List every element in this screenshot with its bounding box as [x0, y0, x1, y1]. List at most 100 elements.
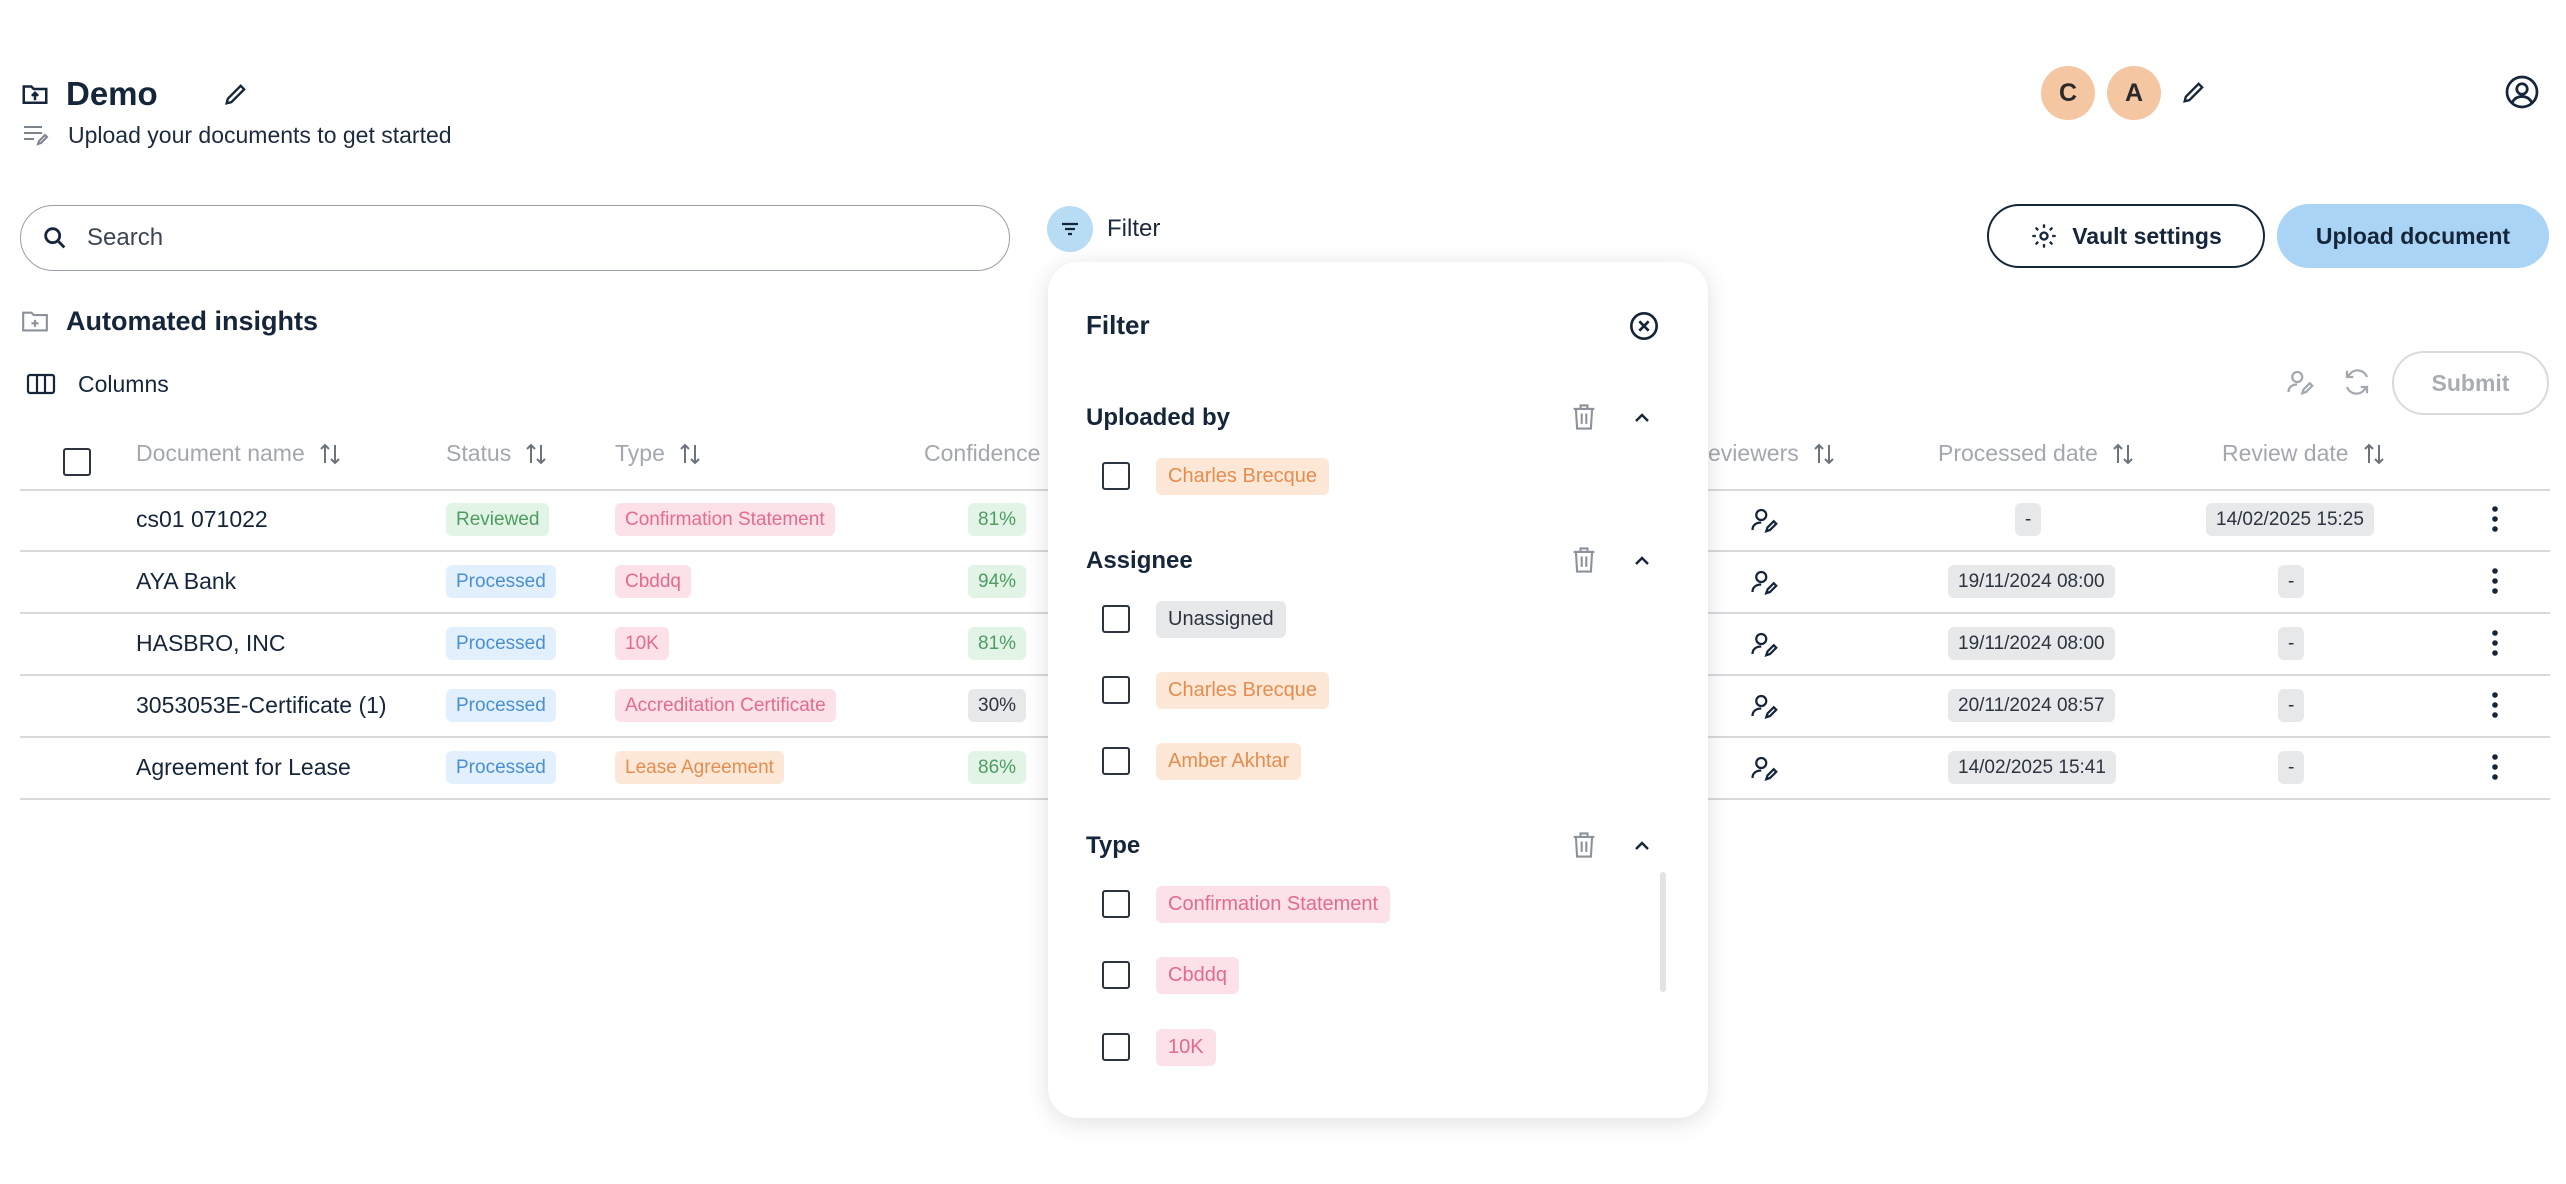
option-label: 10K — [1156, 1028, 1216, 1066]
folder-upload-icon — [20, 79, 50, 109]
processed-date-badge: 19/11/2024 08:00 — [1948, 565, 2115, 598]
review-date-badge: 14/02/2025 15:25 — [2206, 503, 2374, 536]
option-label: Confirmation Statement — [1156, 885, 1391, 923]
checkbox[interactable] — [1102, 462, 1130, 490]
checkbox[interactable] — [1102, 1033, 1130, 1061]
document-name[interactable]: HASBRO, INC — [136, 630, 286, 656]
column-header-status[interactable]: Status — [446, 440, 547, 467]
folder-add-icon — [20, 308, 50, 334]
columns-icon — [26, 372, 56, 396]
filter-option[interactable]: Amber Akhtar — [1102, 741, 1302, 781]
sort-icon[interactable] — [319, 441, 341, 467]
option-label: Charles Brecque — [1156, 457, 1329, 495]
more-options-icon[interactable] — [2488, 753, 2502, 781]
page-subtitle: Upload your documents to get started — [22, 118, 452, 152]
more-options-icon[interactable] — [2488, 691, 2502, 719]
review-date-badge: - — [2278, 751, 2305, 784]
filter-option[interactable]: Charles Brecque — [1102, 670, 1329, 710]
checkbox[interactable] — [1102, 890, 1130, 918]
column-header-review-date[interactable]: Review date — [2222, 440, 2385, 467]
processed-date-badge: - — [2015, 503, 2042, 536]
scrollbar[interactable] — [1660, 872, 1666, 992]
search-input[interactable] — [87, 224, 967, 252]
filter-option[interactable]: Unassigned — [1102, 599, 1286, 639]
document-name[interactable]: Agreement for Lease — [136, 754, 351, 780]
columns-button[interactable]: Columns — [26, 366, 169, 402]
column-header-processed-date[interactable]: Processed date — [1938, 440, 2134, 467]
status-badge: Processed — [446, 689, 556, 722]
filter-option[interactable]: 10K — [1102, 1027, 1216, 1067]
filter-group-title: Assignee — [1086, 547, 1193, 574]
columns-label: Columns — [78, 370, 169, 397]
more-options-icon[interactable] — [2488, 629, 2502, 657]
filter-option[interactable]: Charles Brecque — [1102, 456, 1329, 496]
close-icon[interactable] — [1628, 310, 1660, 342]
processed-date-badge: 20/11/2024 08:57 — [1948, 689, 2115, 722]
page-title: Demo — [66, 75, 158, 112]
assign-reviewer-icon[interactable] — [1750, 691, 1780, 721]
sort-icon[interactable] — [2363, 441, 2385, 467]
filter-icon[interactable] — [1047, 206, 1093, 252]
column-header-document-name[interactable]: Document name — [136, 440, 341, 467]
upload-document-button[interactable]: Upload document — [2277, 204, 2549, 268]
confidence-badge: 81% — [968, 627, 1027, 660]
checkbox[interactable] — [1102, 747, 1130, 775]
select-all-checkbox[interactable] — [63, 448, 91, 476]
type-badge: Lease Agreement — [615, 751, 784, 784]
document-name[interactable]: 3053053E-Certificate (1) — [136, 692, 387, 718]
type-badge: Accreditation Certificate — [615, 689, 836, 722]
chevron-up-icon[interactable] — [1630, 834, 1654, 858]
column-header-reviewers[interactable]: eviewers — [1708, 440, 1835, 467]
notes-edit-icon — [22, 123, 50, 147]
edit-title-icon[interactable] — [222, 80, 250, 108]
document-name[interactable]: AYA Bank — [136, 568, 237, 594]
filter-button[interactable]: Filter — [1047, 206, 1160, 252]
edit-members-icon[interactable] — [2180, 78, 2208, 106]
assign-reviewer-icon[interactable] — [1750, 505, 1780, 535]
checkbox[interactable] — [1102, 605, 1130, 633]
sort-icon[interactable] — [525, 441, 547, 467]
avatar[interactable]: C — [2041, 66, 2095, 120]
trash-icon[interactable] — [1570, 830, 1598, 860]
vault-settings-label: Vault settings — [2072, 222, 2222, 249]
column-header-label: eviewers — [1708, 440, 1799, 466]
vault-settings-button[interactable]: Vault settings — [1987, 204, 2265, 268]
filter-panel: Filter Uploaded by Charles Brecque Assig… — [1048, 262, 1708, 1118]
avatar[interactable]: A — [2107, 66, 2161, 120]
filter-group-title: Type — [1086, 832, 1141, 859]
subtitle-text: Upload your documents to get started — [68, 121, 452, 148]
column-header-confidence[interactable]: Confidence — [924, 440, 1040, 467]
automated-insights-section[interactable]: Automated insights — [20, 303, 318, 339]
review-date-badge: - — [2278, 689, 2305, 722]
sort-icon[interactable] — [679, 441, 701, 467]
column-header-type[interactable]: Type — [615, 440, 701, 467]
type-badge: Confirmation Statement — [615, 503, 835, 536]
assign-reviewer-icon[interactable] — [1750, 629, 1780, 659]
chevron-up-icon[interactable] — [1630, 406, 1654, 430]
assign-reviewer-icon[interactable] — [2286, 367, 2316, 397]
document-name[interactable]: cs01 071022 — [136, 506, 268, 532]
search-bar[interactable] — [20, 205, 1010, 271]
assign-reviewer-icon[interactable] — [1750, 567, 1780, 597]
sort-icon[interactable] — [1813, 441, 1835, 467]
confidence-badge: 81% — [968, 503, 1027, 536]
upload-document-label: Upload document — [2315, 222, 2511, 249]
checkbox[interactable] — [1102, 676, 1130, 704]
filter-label[interactable]: Filter — [1107, 215, 1161, 242]
checkbox[interactable] — [1102, 961, 1130, 989]
filter-option[interactable]: Cbddq — [1102, 955, 1239, 995]
trash-icon[interactable] — [1570, 402, 1598, 432]
more-options-icon[interactable] — [2488, 567, 2502, 595]
sort-icon[interactable] — [2112, 441, 2134, 467]
status-badge: Reviewed — [446, 503, 550, 536]
column-header-label: Status — [446, 440, 512, 466]
filter-option[interactable]: Confirmation Statement — [1102, 884, 1391, 924]
refresh-icon[interactable] — [2342, 367, 2372, 397]
chevron-up-icon[interactable] — [1630, 549, 1654, 573]
user-account-icon[interactable] — [2504, 74, 2540, 110]
trash-icon[interactable] — [1570, 545, 1598, 575]
option-label: Charles Brecque — [1156, 671, 1329, 709]
more-options-icon[interactable] — [2488, 505, 2502, 533]
assign-reviewer-icon[interactable] — [1750, 753, 1780, 783]
submit-button[interactable]: Submit — [2392, 351, 2549, 415]
